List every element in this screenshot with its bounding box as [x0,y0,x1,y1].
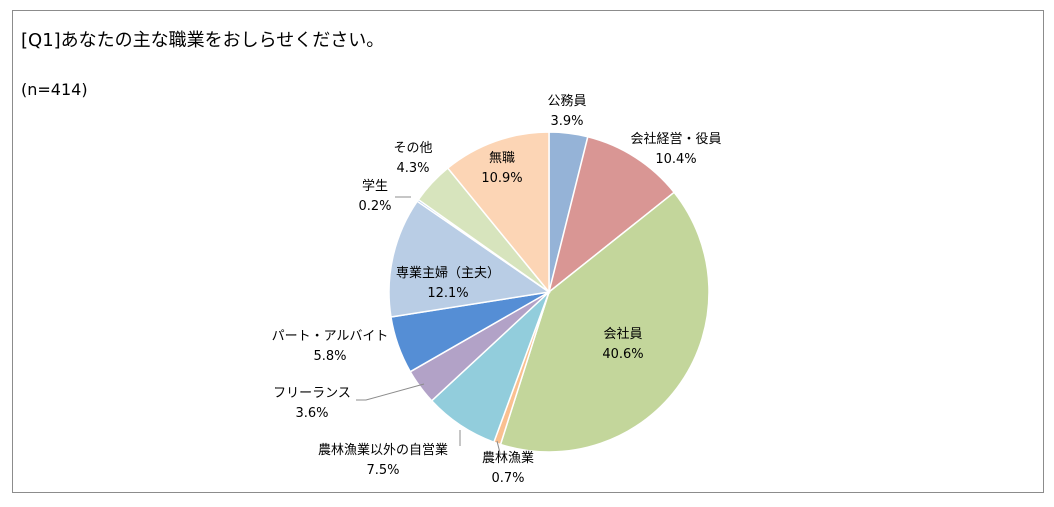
pie-slice [547,135,676,294]
slice-value-label: 4.3% [396,161,429,176]
pie-slices [388,131,710,453]
slice-category-label: 学生 [362,178,388,194]
leader-lines [356,196,501,454]
leader-line [496,440,501,454]
slice-value-label: 40.6% [602,347,643,362]
slice-category-label: 公務員 [547,94,586,109]
slice-value-label: 5.8% [313,349,346,364]
slice-category-label: 農林漁業以外の自営業 [318,442,448,458]
slice-category-label: 会社員 [603,326,642,342]
slice-labels: 公務員 3.9% 会社経営・役員 10.4% 会社員 40.6% 農林漁業 0.7% 農林漁業以… [272,94,722,486]
slice-category-label: 専業主婦（主夫） [396,265,500,281]
slice-value-label: 0.2% [358,199,391,214]
slice-value-label: 12.1% [427,286,468,301]
slice-category-label: 無職 [489,151,515,166]
slice-value-label: 0.7% [491,471,524,486]
slice-category-label: パート・アルバイト [272,329,389,344]
question-title: [Q1]あなたの主な職業をおしらせください。 [21,30,385,51]
slice-category-label: フリーランス [273,386,351,401]
slice-category-label: 農林漁業 [482,450,534,466]
sample-size: (n=414) [21,80,88,99]
slice-value-label: 3.6% [295,406,328,421]
pie-slice [446,131,550,295]
slice-category-label: 会社経営・役員 [630,131,721,147]
slice-value-label: 10.4% [655,152,696,167]
slice-value-label: 3.9% [550,114,583,129]
slice-value-label: 7.5% [366,463,399,478]
pie-slice [499,191,710,453]
slice-value-label: 10.9% [481,171,522,186]
pie-slice [388,200,551,318]
leader-line [356,383,425,401]
slice-category-label: その他 [393,141,432,156]
